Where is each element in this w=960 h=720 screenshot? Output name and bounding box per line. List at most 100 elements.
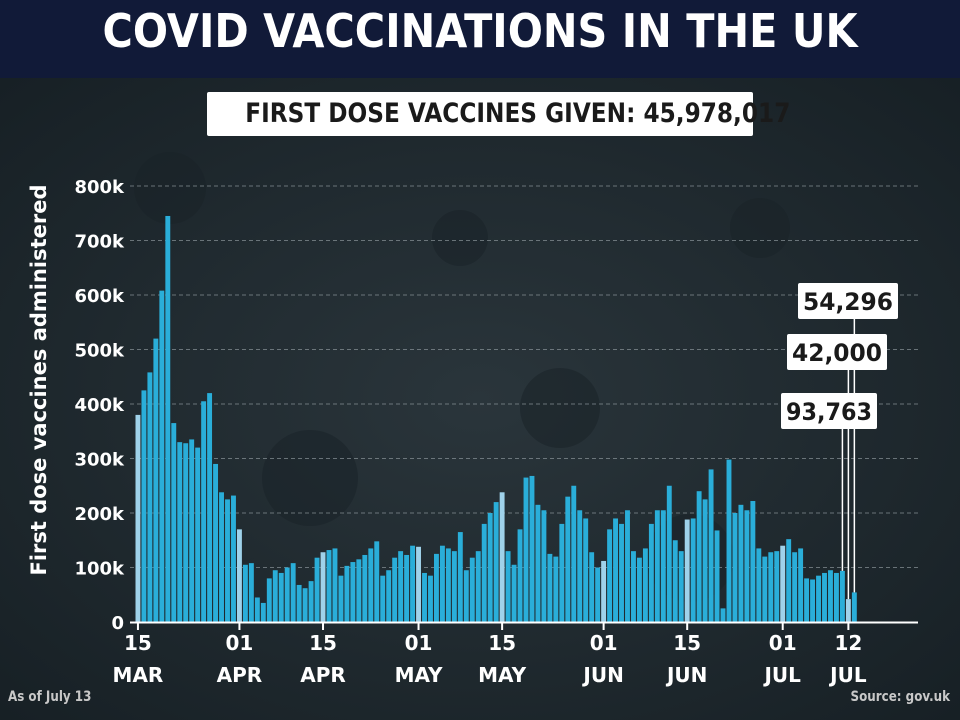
bar bbox=[165, 215, 171, 622]
bar bbox=[272, 570, 278, 622]
bar bbox=[631, 551, 636, 622]
bar bbox=[451, 551, 457, 622]
as-of-note: As of July 13 bbox=[8, 689, 92, 705]
callout-label: 93,763 bbox=[786, 398, 872, 426]
bar bbox=[135, 414, 141, 622]
y-axis-label: First dose vaccines administered bbox=[27, 184, 51, 575]
bar bbox=[672, 540, 678, 622]
bar bbox=[511, 564, 517, 622]
bar bbox=[171, 423, 177, 622]
bar bbox=[642, 548, 648, 622]
bar bbox=[231, 495, 236, 622]
bar bbox=[356, 559, 362, 622]
bar bbox=[338, 575, 344, 622]
bar bbox=[565, 496, 571, 622]
bar bbox=[422, 572, 427, 622]
y-tick-label: 700k bbox=[74, 232, 125, 253]
bar bbox=[302, 588, 308, 622]
bar bbox=[696, 491, 702, 622]
bar bbox=[475, 551, 481, 622]
bar bbox=[392, 557, 398, 622]
bar bbox=[314, 557, 320, 622]
bar bbox=[553, 556, 559, 622]
bar bbox=[762, 556, 768, 622]
y-tick-labels: 0 100k 200k 300k 400k 500k 600k 700k 800k bbox=[74, 177, 125, 634]
bar bbox=[141, 390, 147, 623]
bar bbox=[207, 393, 213, 622]
bar bbox=[780, 545, 786, 622]
bar bbox=[756, 548, 762, 622]
x-tick-label: JUN bbox=[581, 663, 623, 687]
bar bbox=[816, 575, 821, 622]
bar bbox=[242, 564, 248, 622]
x-tick-label: 12 bbox=[834, 631, 862, 655]
x-tick-label: 01 bbox=[769, 631, 797, 655]
bar bbox=[147, 372, 153, 622]
bar bbox=[362, 554, 368, 622]
x-tick-label: APR bbox=[300, 663, 346, 687]
bar bbox=[851, 592, 857, 622]
callouts: 54,296 42,000 93,763 bbox=[781, 283, 898, 600]
bar bbox=[648, 523, 654, 622]
bar bbox=[195, 447, 201, 622]
bar bbox=[463, 570, 469, 622]
bar bbox=[810, 579, 816, 622]
bar bbox=[260, 602, 266, 622]
bar bbox=[636, 557, 642, 622]
bar bbox=[350, 562, 356, 622]
bar bbox=[404, 554, 410, 622]
bar bbox=[481, 523, 487, 622]
bar bbox=[368, 548, 374, 622]
page-title: COVID VACCINATIONS IN THE UK bbox=[102, 4, 858, 58]
bar bbox=[159, 290, 165, 622]
source-note: Source: gov.uk bbox=[850, 689, 950, 705]
bar bbox=[750, 501, 756, 622]
bar bbox=[595, 567, 601, 622]
x-tick-label: 15 bbox=[124, 631, 152, 655]
bar bbox=[833, 572, 839, 622]
bar bbox=[374, 541, 380, 622]
bar bbox=[678, 551, 684, 622]
bar bbox=[845, 599, 851, 622]
x-tick-label: 15 bbox=[488, 631, 516, 655]
bar bbox=[726, 459, 732, 622]
bar bbox=[822, 572, 827, 622]
bar bbox=[225, 499, 230, 623]
y-tick-label: 200k bbox=[74, 504, 125, 525]
callout-label: 42,000 bbox=[792, 339, 882, 367]
bar bbox=[344, 565, 350, 622]
callout-label: 54,296 bbox=[803, 288, 893, 316]
bar bbox=[428, 575, 433, 622]
x-tick-label: 01 bbox=[226, 631, 254, 655]
bar bbox=[702, 499, 708, 623]
x-tick-label: JUL bbox=[828, 663, 867, 687]
bar bbox=[619, 523, 624, 622]
bar bbox=[786, 539, 792, 622]
bar bbox=[744, 510, 750, 622]
bar bbox=[398, 551, 404, 622]
bar bbox=[541, 510, 547, 622]
bar bbox=[499, 492, 505, 622]
y-tick-label: 0 bbox=[111, 613, 124, 634]
bar bbox=[326, 550, 332, 622]
bar bbox=[607, 529, 613, 622]
bar bbox=[469, 557, 475, 622]
subtitle-box: FIRST DOSE VACCINES GIVEN: 45,978,017 bbox=[207, 92, 790, 136]
bar bbox=[177, 442, 183, 622]
bar bbox=[660, 510, 666, 622]
bar bbox=[738, 504, 744, 622]
bar bbox=[493, 502, 499, 622]
bar bbox=[284, 567, 290, 622]
x-tick-label: JUL bbox=[762, 663, 801, 687]
x-tick-label: 01 bbox=[590, 631, 618, 655]
bar bbox=[684, 519, 690, 622]
bar bbox=[774, 551, 780, 622]
bar bbox=[434, 553, 439, 623]
bar bbox=[254, 597, 260, 622]
bar bbox=[380, 575, 386, 622]
bar bbox=[690, 518, 696, 622]
bar bbox=[308, 581, 314, 623]
x-tick-label: JUN bbox=[665, 663, 707, 687]
bar bbox=[290, 563, 296, 622]
